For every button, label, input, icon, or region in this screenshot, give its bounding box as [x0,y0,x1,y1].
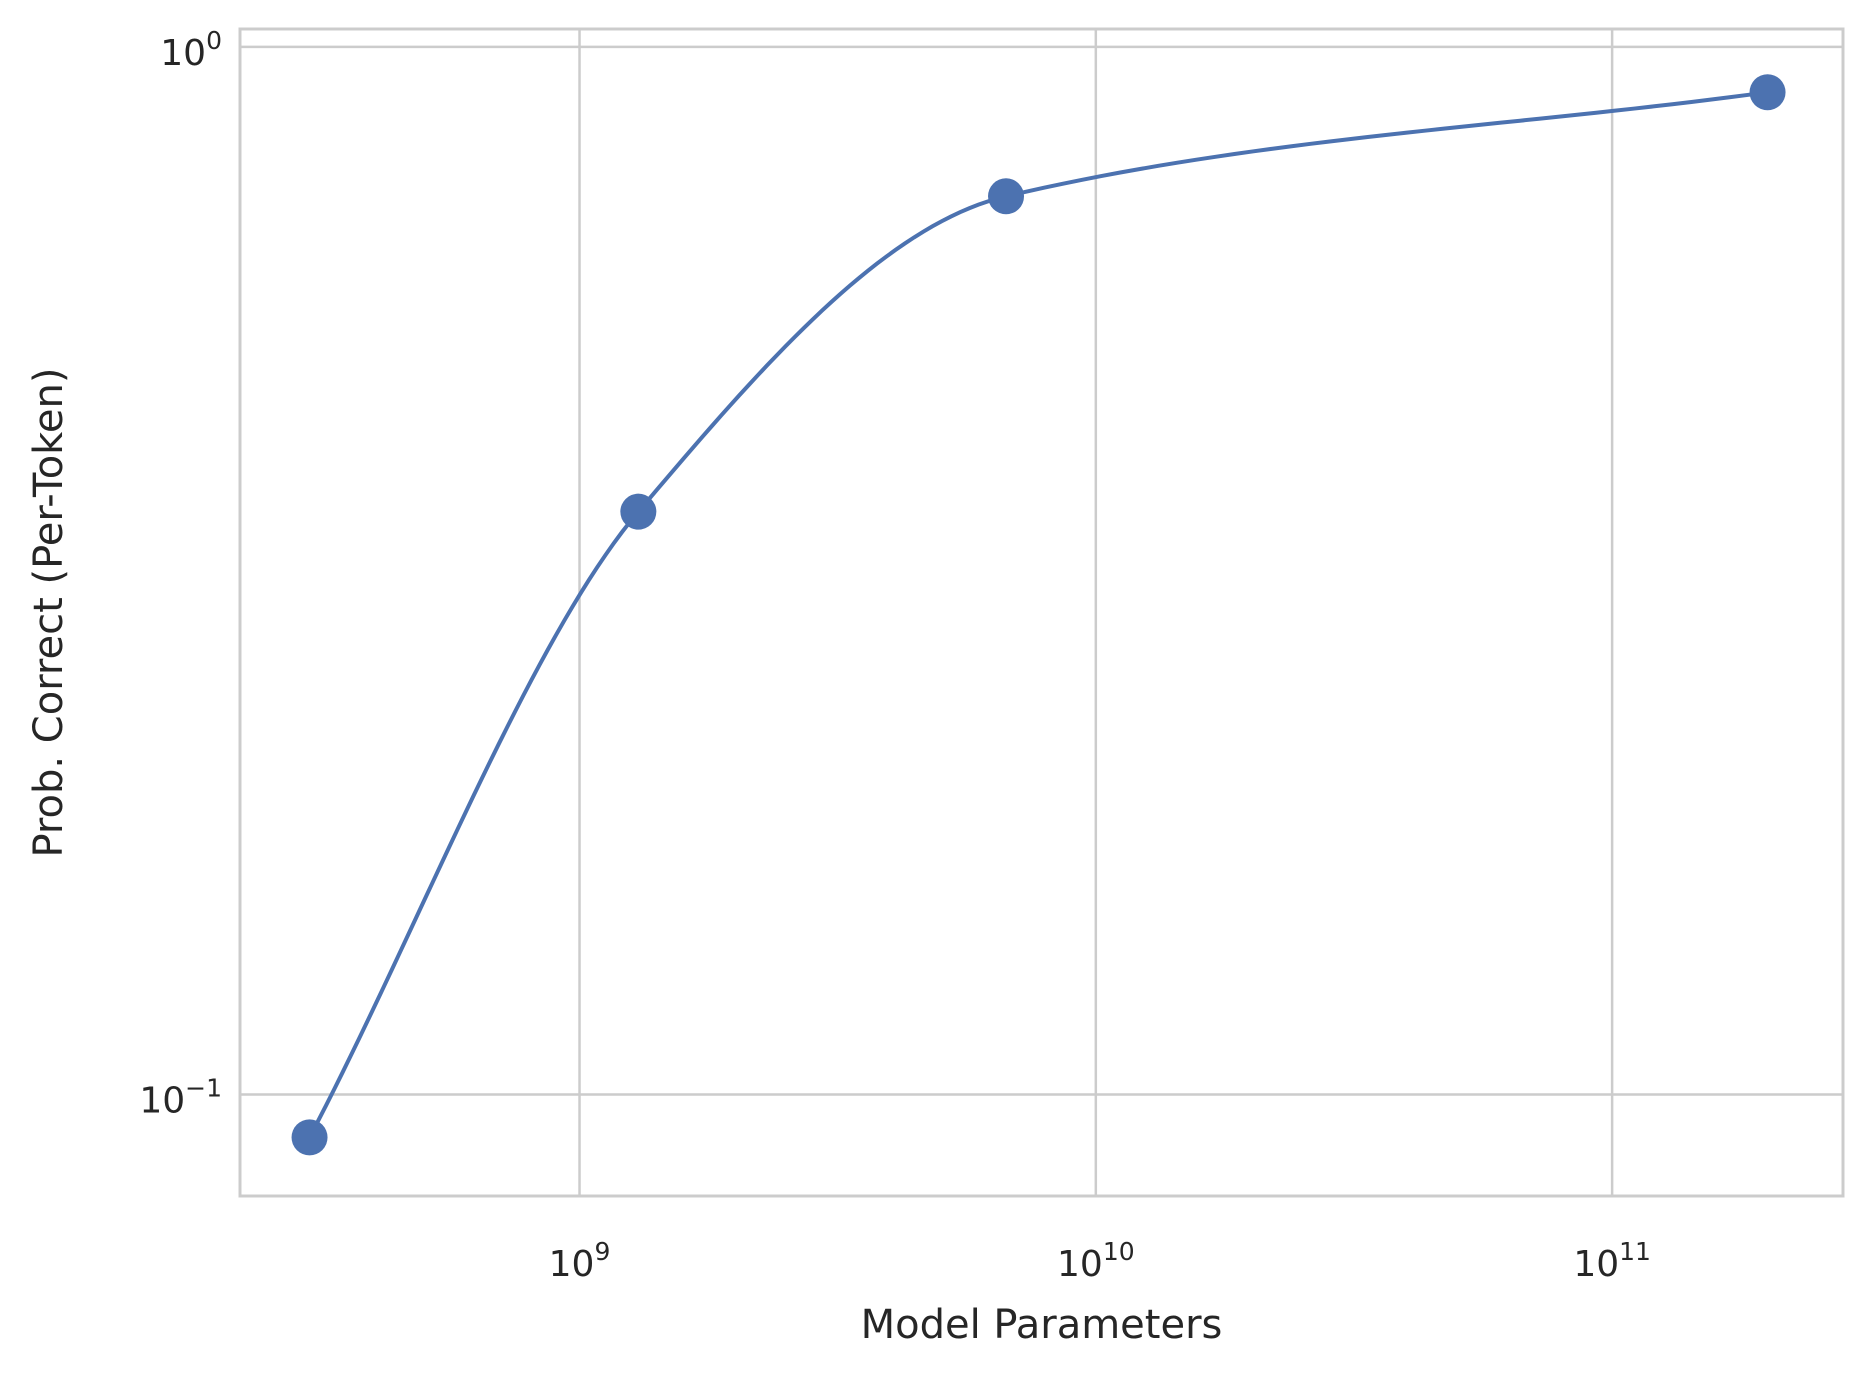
y-axis-label: Prob. Correct (Per-Token) [26,368,72,858]
fit-curve-layer [307,90,1768,1139]
data-points-layer [291,74,1786,1156]
data-point-3 [1749,74,1786,111]
y-tick-label-1: 100 [160,26,222,74]
data-point-0 [291,1119,328,1156]
x-tick-labels: 109 1010 1011 [549,1237,1651,1285]
x-tick-label-0: 109 [549,1237,611,1285]
x-tick-label-1: 1010 [1057,1237,1135,1285]
x-tick-label-2: 1011 [1573,1237,1651,1285]
data-point-2 [988,178,1025,215]
series-line-0 [307,90,1768,1139]
grid-lines [240,29,1843,1196]
data-point-1 [620,493,657,530]
x-axis-label: Model Parameters [861,1302,1223,1348]
y-tick-label-0: 10−1 [139,1073,222,1121]
plot-frame [238,27,1845,1198]
y-tick-labels: 10−1 100 [139,26,222,1122]
